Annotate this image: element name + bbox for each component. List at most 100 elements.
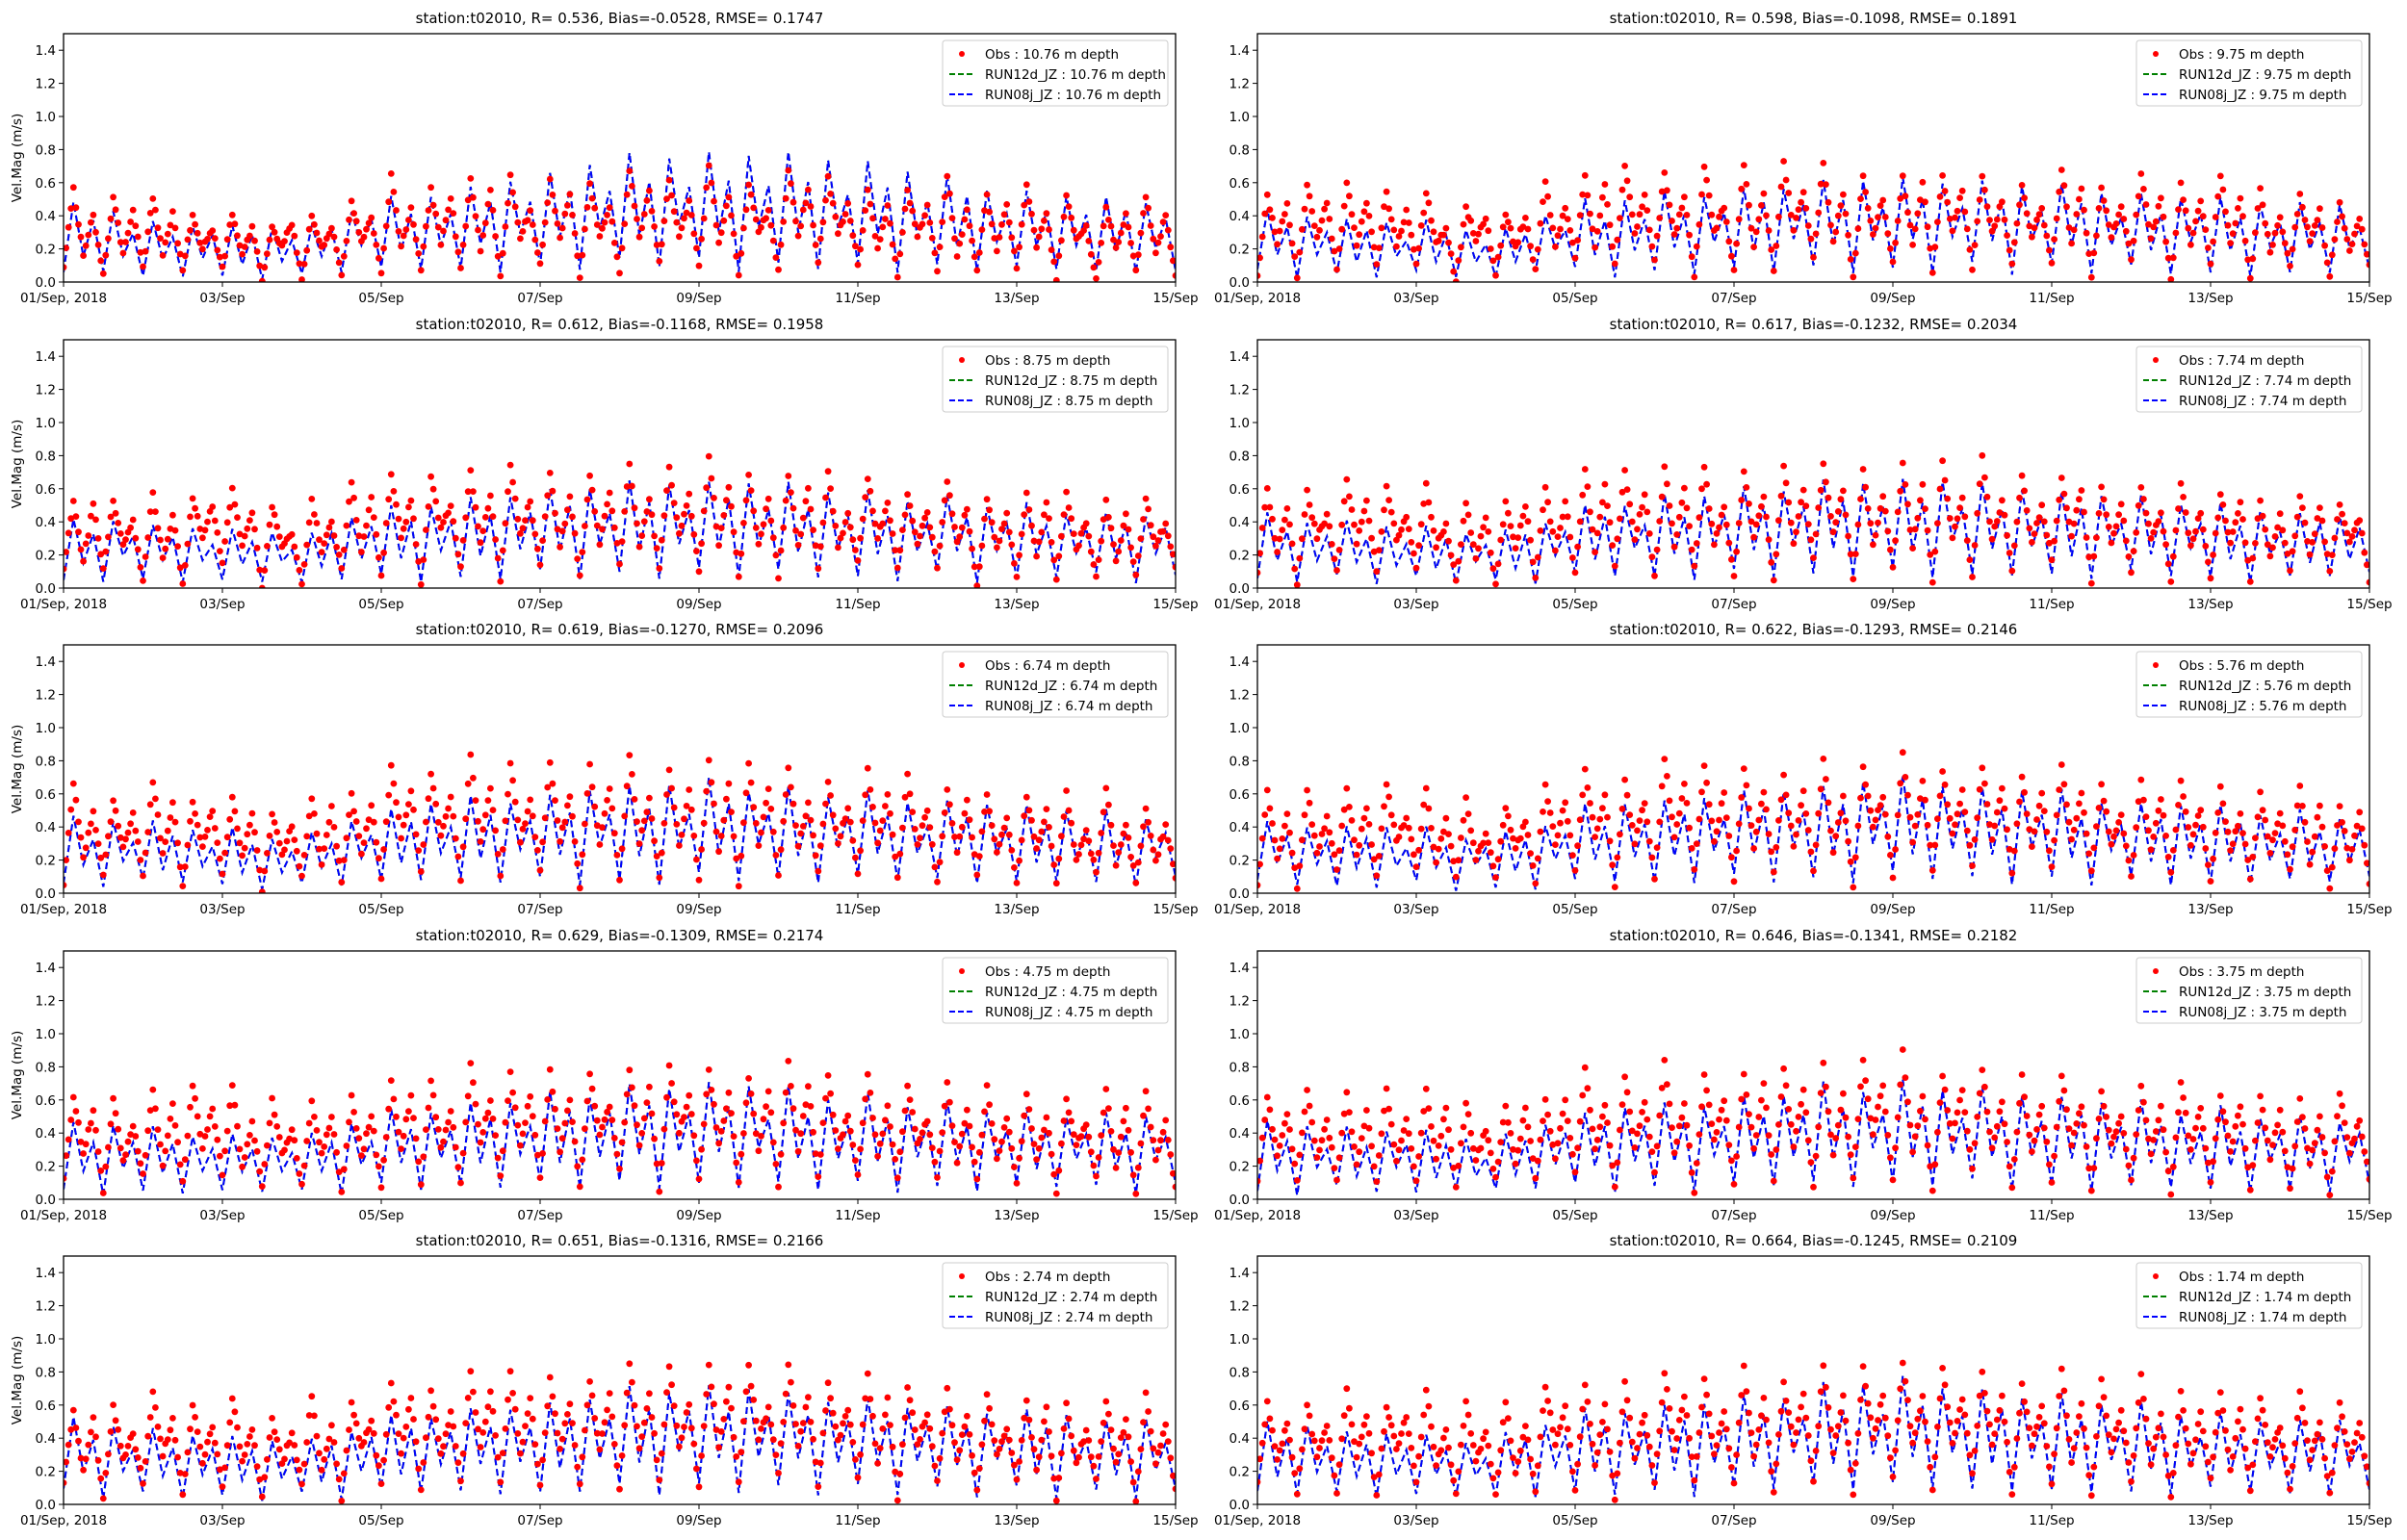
obs-point [901,793,909,801]
obs-point [2108,539,2115,547]
obs-point [2038,1102,2046,1110]
obs-point [293,1456,300,1464]
obs-point [1502,211,1510,218]
obs-point [382,818,390,826]
obs-point [892,1156,899,1163]
obs-point [1460,816,1467,824]
obs-point [1395,834,1403,840]
obs-point [2306,238,2314,245]
obs-point [1489,565,1497,573]
obs-point [616,876,623,884]
obs-point [1795,513,1802,520]
obs-point [889,831,896,838]
obs-point [676,529,683,537]
obs-point [370,1429,377,1437]
obs-point [2103,1412,2110,1420]
obs-point [134,546,142,553]
obs-point [1716,213,1722,220]
obs-point [2249,854,2257,860]
obs-point [1390,520,1398,527]
obs-point [99,871,107,879]
obs-point [1417,222,1425,229]
obs-point [690,1132,698,1140]
obs-point [640,518,648,526]
obs-point [2274,820,2282,828]
obs-point [442,217,450,224]
obs-point [142,247,149,255]
obs-point [876,1445,884,1451]
obs-point [1505,812,1512,820]
obs-point [1460,220,1467,228]
obs-point [2087,867,2095,875]
obs-point [1966,1451,1974,1459]
obs-point [1911,225,1919,233]
obs-point [651,223,658,230]
obs-point [1730,878,1738,886]
obs-point [1713,1442,1721,1449]
obs-point [275,839,283,847]
obs-point [1971,542,1979,549]
obs-point [1540,506,1546,514]
obs-point [747,1382,755,1390]
obs-point [822,1094,829,1102]
obs-point [2140,1098,2147,1106]
obs-point [1755,216,1763,223]
series-run08j-line [1257,1079,2369,1196]
obs-point [2026,1424,2033,1431]
obs-point [1902,481,1909,488]
obs-point [1497,242,1505,249]
obs-point [382,222,390,230]
obs-point [1417,825,1425,833]
obs-point [228,1082,236,1089]
obs-point [169,208,176,216]
obs-point [187,1425,194,1433]
obs-point [1393,1446,1400,1452]
obs-point [693,856,700,863]
obs-point [1936,1099,1944,1106]
obs-point [2309,539,2316,546]
obs-point [1060,511,1068,518]
obs-point [497,1172,505,1179]
obs-point [579,851,586,859]
obs-point [1601,480,1609,488]
obs-point [1112,1458,1120,1466]
obs-point [425,503,432,510]
obs-point [2291,1142,2299,1150]
obs-point [137,857,144,863]
obs-point [931,249,939,257]
obs-point [896,250,904,258]
obs-point [1387,1120,1395,1128]
obs-point [281,1146,288,1154]
obs-point [102,851,110,859]
obs-point [2185,1132,2192,1140]
series-run08j-line [64,151,1176,280]
obs-point [2100,197,2108,204]
obs-point [698,846,705,853]
obs-point [2035,1111,2043,1118]
obs-point [1534,1157,1541,1165]
obs-point [695,876,703,884]
obs-point [1864,505,1872,512]
obs-point [1328,1454,1335,1462]
obs-point [2328,251,2336,259]
obs-point [2145,1440,2152,1447]
obs-point [2284,551,2291,557]
obs-point [2048,259,2056,267]
obs-point [94,242,102,248]
obs-point [395,228,402,235]
obs-point [1705,801,1713,808]
obs-point [1675,1122,1683,1130]
obs-point [1022,1091,1030,1098]
obs-point [303,1439,311,1446]
obs-point [1802,1414,1810,1422]
obs-point [1617,1439,1623,1447]
obs-point [1505,509,1512,517]
obs-point [1678,499,1686,506]
obs-point [1979,764,1986,772]
obs-point [1070,841,1077,848]
obs-point [390,189,398,195]
obs-point [869,507,876,515]
obs-point [1815,809,1823,817]
legend-label: Obs : 8.75 m depth [985,353,1110,369]
obs-point [2348,241,2356,247]
